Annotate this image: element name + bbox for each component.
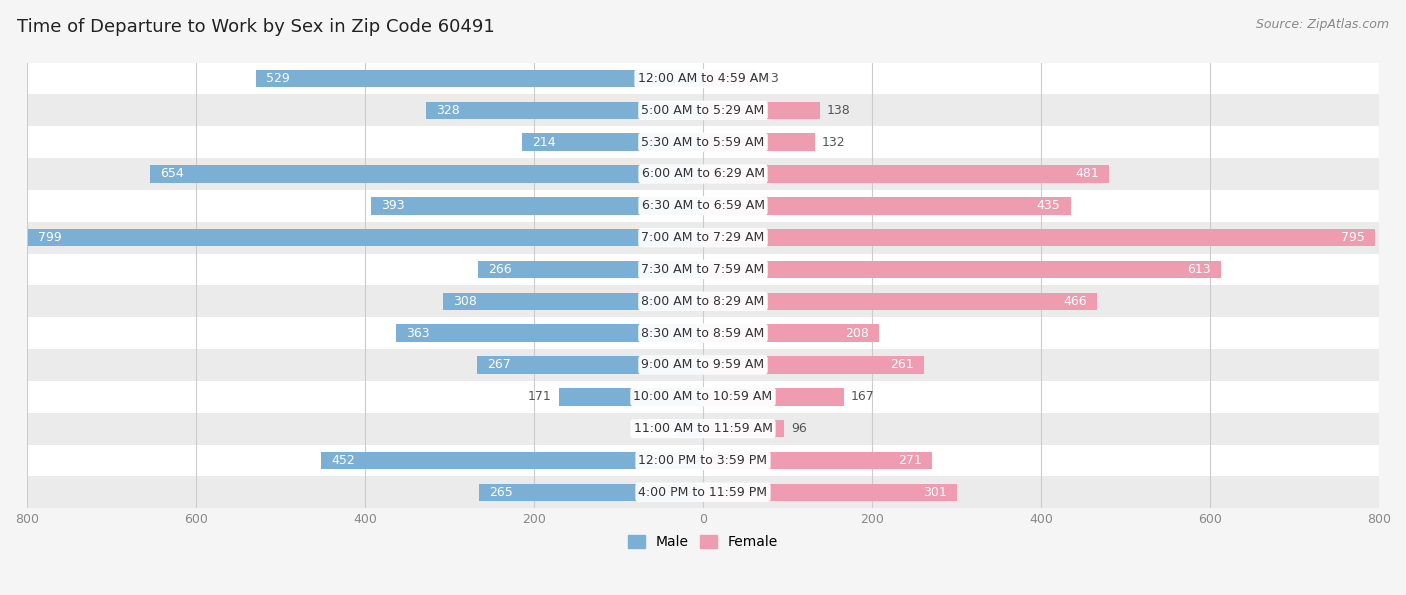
Text: 8:30 AM to 8:59 AM: 8:30 AM to 8:59 AM (641, 327, 765, 340)
Text: 5:30 AM to 5:59 AM: 5:30 AM to 5:59 AM (641, 136, 765, 149)
Bar (256, 70, 703, 87)
Text: 11:00 AM to 11:59 AM: 11:00 AM to 11:59 AM (634, 422, 772, 435)
Text: 4:00 PM to 11:59 PM: 4:00 PM to 11:59 PM (638, 486, 768, 499)
Bar (703, 229, 1375, 246)
Bar (27, 317, 1379, 349)
Bar (27, 190, 1379, 222)
Text: 481: 481 (1076, 167, 1099, 180)
Text: 7:00 AM to 7:29 AM: 7:00 AM to 7:29 AM (641, 231, 765, 244)
Text: 6:00 AM to 6:29 AM: 6:00 AM to 6:29 AM (641, 167, 765, 180)
Bar (27, 62, 1379, 95)
Bar (703, 102, 820, 119)
Text: 266: 266 (488, 263, 512, 276)
Bar (27, 381, 1379, 413)
Bar (522, 133, 703, 151)
Bar (703, 356, 924, 374)
Bar (703, 70, 756, 87)
Text: 12:00 PM to 3:59 PM: 12:00 PM to 3:59 PM (638, 454, 768, 467)
Text: 8:00 AM to 8:29 AM: 8:00 AM to 8:29 AM (641, 295, 765, 308)
Text: 271: 271 (898, 454, 922, 467)
Text: 795: 795 (1341, 231, 1365, 244)
Bar (396, 324, 703, 342)
Text: 529: 529 (266, 72, 290, 85)
Bar (27, 444, 1379, 477)
Bar (321, 452, 703, 469)
Bar (478, 356, 703, 374)
Text: 208: 208 (845, 327, 869, 340)
Bar (703, 388, 844, 406)
Bar (426, 102, 703, 119)
Bar (703, 133, 814, 151)
Text: 301: 301 (924, 486, 948, 499)
Bar (27, 95, 1379, 126)
Text: 214: 214 (533, 136, 555, 149)
Text: 132: 132 (821, 136, 845, 149)
Text: 96: 96 (792, 422, 807, 435)
Bar (27, 286, 1379, 317)
Text: 267: 267 (488, 358, 512, 371)
Text: 12:00 AM to 4:59 AM: 12:00 AM to 4:59 AM (637, 72, 769, 85)
Text: 6:30 AM to 6:59 AM: 6:30 AM to 6:59 AM (641, 199, 765, 212)
Bar (27, 477, 1379, 508)
Text: 9:00 AM to 9:59 AM: 9:00 AM to 9:59 AM (641, 358, 765, 371)
Bar (27, 222, 1379, 253)
Text: 393: 393 (381, 199, 405, 212)
Bar (371, 197, 703, 215)
Text: Time of Departure to Work by Sex in Zip Code 60491: Time of Departure to Work by Sex in Zip … (17, 18, 495, 36)
Text: 363: 363 (406, 327, 430, 340)
Bar (703, 484, 957, 501)
Bar (703, 420, 785, 437)
Text: 308: 308 (453, 295, 477, 308)
Bar (703, 165, 1109, 183)
Text: 799: 799 (38, 231, 62, 244)
Text: 654: 654 (160, 167, 184, 180)
Bar (679, 420, 703, 437)
Text: 7:30 AM to 7:59 AM: 7:30 AM to 7:59 AM (641, 263, 765, 276)
Bar (558, 388, 703, 406)
Text: 5:00 AM to 5:29 AM: 5:00 AM to 5:29 AM (641, 104, 765, 117)
Legend: Male, Female: Male, Female (623, 530, 783, 555)
Bar (479, 484, 703, 501)
Bar (27, 349, 1379, 381)
Bar (703, 324, 879, 342)
Bar (28, 229, 703, 246)
Bar (703, 452, 932, 469)
Text: Source: ZipAtlas.com: Source: ZipAtlas.com (1256, 18, 1389, 31)
Text: 265: 265 (489, 486, 513, 499)
Bar (703, 197, 1070, 215)
Text: 29: 29 (657, 422, 672, 435)
Bar (27, 126, 1379, 158)
Text: 138: 138 (827, 104, 851, 117)
Text: 466: 466 (1063, 295, 1087, 308)
Text: 261: 261 (890, 358, 914, 371)
Text: 63: 63 (763, 72, 779, 85)
Bar (443, 293, 703, 310)
Bar (27, 413, 1379, 444)
Text: 435: 435 (1036, 199, 1060, 212)
Text: 613: 613 (1187, 263, 1211, 276)
Text: 167: 167 (851, 390, 875, 403)
Text: 452: 452 (332, 454, 354, 467)
Bar (703, 293, 1097, 310)
Bar (478, 261, 703, 278)
Bar (27, 253, 1379, 286)
Text: 328: 328 (436, 104, 460, 117)
Bar (27, 158, 1379, 190)
Text: 10:00 AM to 10:59 AM: 10:00 AM to 10:59 AM (634, 390, 772, 403)
Text: 171: 171 (529, 390, 551, 403)
Bar (150, 165, 703, 183)
Bar (703, 261, 1220, 278)
